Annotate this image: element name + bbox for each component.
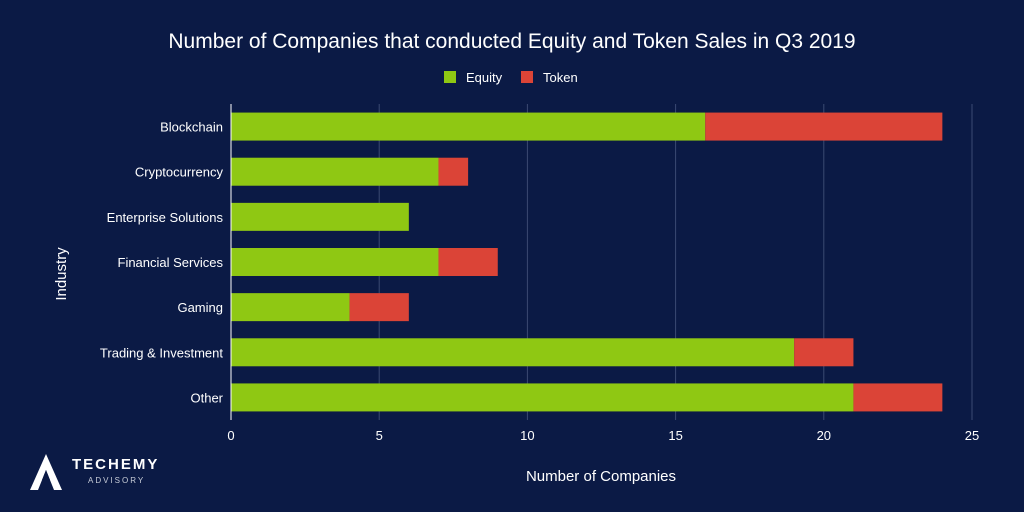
category-label: Blockchain (160, 120, 223, 135)
legend-swatch-token (521, 71, 533, 83)
category-label: Other (190, 390, 223, 405)
brand-name: TECHEMY (72, 456, 160, 473)
techemy-a-logo-icon (30, 454, 62, 490)
x-tick-label: 10 (520, 428, 534, 443)
legend-label-token: Token (543, 70, 578, 85)
x-tick-label: 25 (965, 428, 979, 443)
gridlines (378, 104, 973, 420)
y-axis-title: Industry (53, 247, 70, 301)
bar-equity-5 (231, 338, 795, 367)
bar-token-5 (794, 338, 854, 367)
x-tick-label: 15 (668, 428, 682, 443)
bar-equity-3 (231, 248, 439, 276)
x-axis-title: Number of Companies (526, 468, 676, 485)
bar-equity-4 (231, 293, 350, 322)
chart-title: Number of Companies that conducted Equit… (168, 30, 855, 53)
bar-token-1 (438, 157, 469, 186)
brand-subtitle: ADVISORY (88, 476, 146, 485)
bar-token-4 (349, 293, 409, 322)
category-label: Gaming (177, 300, 223, 315)
bar-equity-0 (231, 112, 706, 141)
x-tick-label: 20 (817, 428, 831, 443)
bar-equity-6 (231, 383, 854, 412)
bar-equity-1 (231, 157, 439, 186)
bar-token-0 (705, 112, 943, 141)
bar-equity-2 (231, 202, 409, 231)
category-label: Enterprise Solutions (107, 210, 224, 225)
bar-token-6 (853, 383, 943, 412)
bars (231, 112, 943, 412)
bar-token-3 (438, 248, 498, 276)
category-label: Trading & Investment (100, 345, 223, 360)
category-labels: Blockchain Cryptocurrency Enterprise Solut… (100, 120, 224, 406)
x-tick-label: 0 (227, 428, 234, 443)
techemy-logo: TECHEMY ADVISORY (26, 452, 166, 492)
x-tick-label: 5 (376, 428, 383, 443)
legend: Equity Token (444, 70, 578, 85)
legend-swatch-equity (444, 71, 456, 83)
tick-labels: 0 5 10 15 20 25 (227, 428, 979, 443)
category-label: Financial Services (118, 255, 224, 270)
legend-label-equity: Equity (466, 70, 503, 85)
category-label: Cryptocurrency (135, 165, 224, 180)
